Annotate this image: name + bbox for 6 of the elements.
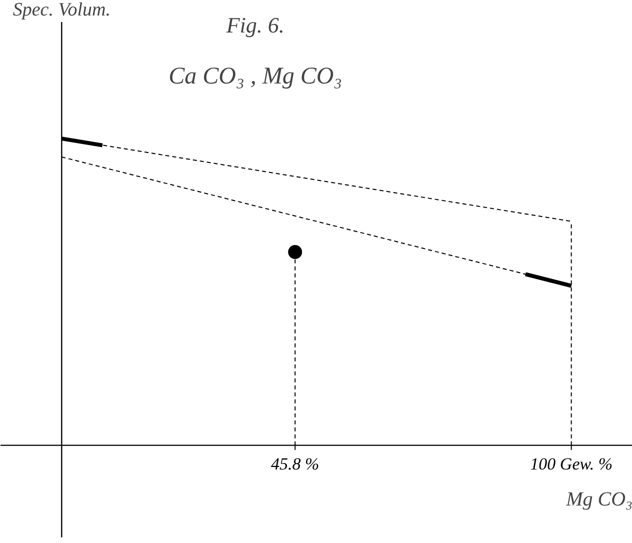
x-tick-label: 100 Gew. % — [530, 454, 612, 474]
x-tick-label: 45.8 % — [271, 454, 320, 474]
chart-subtitle: Ca CO₃ , Mg CO₃ — [168, 63, 342, 90]
chart-title: Fig. 6. — [225, 12, 284, 38]
x-axis-title: Mg CO₃ — [565, 488, 632, 510]
text: Spec. Volum. — [12, 0, 110, 20]
